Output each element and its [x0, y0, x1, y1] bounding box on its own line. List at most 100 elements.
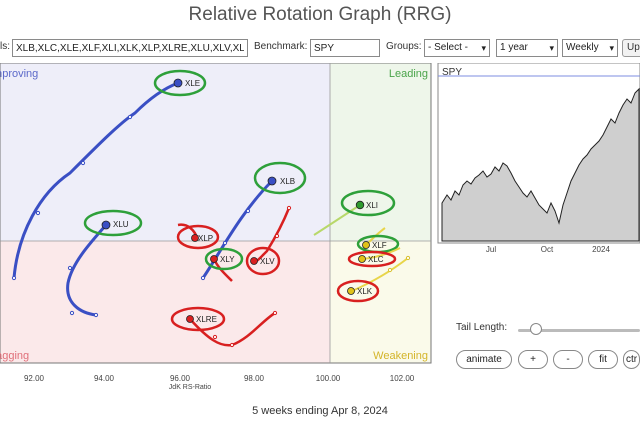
groups-select[interactable]: - Select - [424, 39, 490, 57]
tail-length-slider-handle[interactable] [530, 323, 542, 335]
highlight-ring [253, 161, 307, 195]
symbols-input[interactable] [12, 39, 248, 57]
x-tick-label: 100.00 [316, 374, 341, 383]
trail-point [93, 312, 99, 318]
trail-point [35, 210, 41, 216]
highlight-ring [170, 306, 226, 332]
x-tick-label: 96.00 [170, 374, 191, 383]
sector-label-xli: XLI [366, 201, 378, 210]
head-marker-xle [173, 78, 183, 88]
sector-trail-xlv[interactable]: XLV [245, 205, 292, 276]
benchmark-x-ticks: Jul Oct 2024 [486, 245, 611, 254]
benchmark-input[interactable] [310, 39, 380, 57]
trail-line-xlu [66, 224, 108, 317]
sector-label-xle: XLE [185, 79, 200, 88]
sector-label-xlv: XLV [260, 257, 275, 266]
benchmark-label: Benchmark: [254, 41, 308, 52]
tail-length-slider[interactable] [518, 329, 640, 332]
highlight-ring [340, 189, 396, 217]
trail-point [274, 233, 280, 239]
head-marker-xlb [267, 176, 277, 186]
highlight-ring [204, 247, 244, 271]
sector-trail-xle[interactable]: XLE [11, 69, 207, 281]
head-marker-xlp [191, 234, 199, 242]
benchmark-chart: SPY Jul Oct 2024 [437, 63, 640, 254]
highlight-ring [83, 209, 143, 237]
benchmark-x-tick-label: 2024 [592, 245, 610, 254]
period-select-value: 1 year [500, 42, 528, 53]
groups-select-value: - Select - [428, 42, 469, 53]
quadrant-weakening [330, 241, 431, 363]
benchmark-x-tick-label: Jul [486, 245, 496, 254]
sector-trail-xlk[interactable]: XLK [336, 255, 411, 303]
center-button[interactable]: ctr [623, 350, 640, 369]
trail-point [200, 275, 206, 281]
rrg-chart[interactable]: Improving Leading Lagging Weakening 92.0… [0, 63, 435, 393]
trail-point [69, 310, 75, 316]
head-marker-xlk [347, 287, 355, 295]
trail-point [229, 342, 235, 348]
trail-point [127, 114, 133, 120]
groups-label: Groups: [386, 41, 422, 52]
tail-length-label: Tail Length: [456, 322, 508, 333]
quadrant-label-leading: Leading [389, 68, 428, 80]
head-marker-xli [355, 200, 365, 210]
benchmark-price-area [441, 87, 640, 242]
trail-point [80, 160, 86, 166]
highlight-ring [336, 279, 380, 303]
trail-line-xli [313, 204, 361, 236]
sector-label-xlb: XLB [280, 177, 295, 186]
head-marker-xlv [250, 257, 258, 265]
animate-button[interactable]: animate [456, 350, 512, 369]
trail-point [212, 334, 218, 340]
sector-label-xlu: XLU [113, 220, 129, 229]
sector-label-xlc: XLC [368, 255, 384, 264]
quadrant-lagging [0, 241, 330, 363]
fit-button[interactable]: fit [588, 350, 618, 369]
head-marker-xly [210, 255, 218, 263]
trail-line-xle [12, 81, 179, 279]
trail-point [405, 255, 411, 261]
head-marker-xlre [186, 315, 194, 323]
sector-trail-xlb[interactable]: XLB [200, 161, 307, 281]
head-marker-xlf [362, 241, 370, 249]
x-tick-label: 94.00 [94, 374, 115, 383]
highlight-ring [153, 69, 207, 97]
sector-trail-xlu[interactable]: XLU [66, 209, 143, 318]
trail-point [387, 267, 393, 273]
sector-label-xlk: XLK [357, 287, 373, 296]
sector-trail-xlc[interactable]: XLC [347, 247, 401, 268]
symbols-label: ls: [0, 41, 10, 52]
trail-point [67, 265, 73, 271]
quadrant-label-lagging: Lagging [0, 350, 29, 362]
controls-bar: ls: Benchmark: Groups: - Select - 1 year… [0, 39, 640, 59]
x-tick-label: 92.00 [24, 374, 45, 383]
zoom-in-button[interactable]: + [518, 350, 548, 369]
benchmark-chart-title: SPY [442, 67, 462, 78]
x-tick-label: 98.00 [244, 374, 265, 383]
highlight-ring [245, 246, 281, 276]
benchmark-x-tick-label: Oct [541, 245, 554, 254]
x-tick-label: 102.00 [390, 374, 415, 383]
x-axis-label: JdK RS-Ratio [169, 384, 212, 391]
trail-point [11, 275, 17, 281]
plot-frame [0, 63, 432, 364]
quadrant-label-weakening: Weakening [373, 350, 428, 362]
trail-point [286, 205, 292, 211]
quadrant-label-improving: Improving [0, 68, 38, 80]
head-marker-xlu [101, 220, 111, 230]
update-button[interactable]: Up [622, 39, 640, 57]
sector-label-xly: XLY [220, 255, 235, 264]
sector-trail-xli[interactable]: XLI [313, 189, 396, 236]
head-marker-xlc [358, 255, 366, 263]
sector-label-xlf: XLF [372, 241, 387, 250]
highlight-ring [347, 250, 397, 268]
sector-trail-xlp[interactable]: XLP [176, 223, 220, 250]
period-select[interactable]: 1 year [496, 39, 558, 57]
sector-label-xlp: XLP [198, 234, 213, 243]
frequency-select[interactable]: Weekly [562, 39, 618, 57]
sector-trail-xlre[interactable]: XLRE [170, 306, 278, 348]
sector-trail-xly[interactable]: XLY [204, 247, 244, 282]
zoom-out-button[interactable]: - [553, 350, 583, 369]
page-title: Relative Rotation Graph (RRG) [188, 4, 452, 25]
